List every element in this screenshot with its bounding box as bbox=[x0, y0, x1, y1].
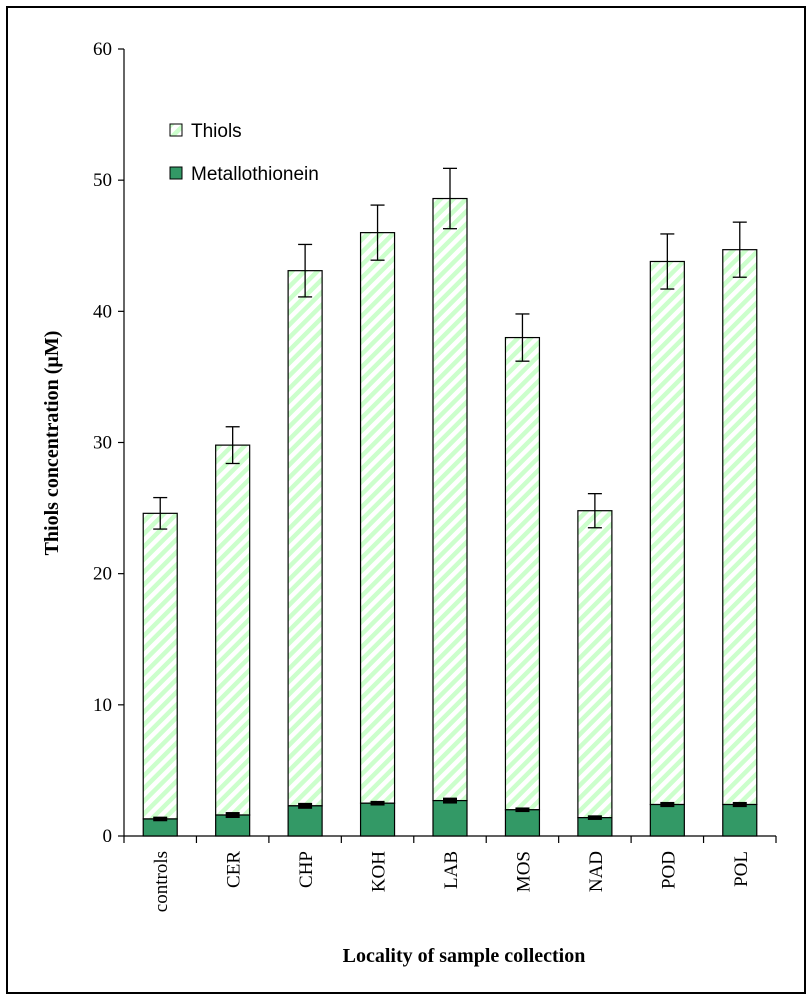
x-tick-label: CER bbox=[224, 851, 245, 888]
x-tick-label: controls bbox=[151, 851, 172, 912]
bar-thiols bbox=[504, 336, 541, 811]
y-tick-label: 60 bbox=[93, 39, 112, 60]
bar-metallothionein bbox=[359, 802, 396, 837]
legend-label: Thiols bbox=[191, 121, 242, 142]
error-bar-metallothionein bbox=[587, 815, 602, 820]
bar-metallothionein bbox=[287, 805, 323, 837]
y-tick-label: 30 bbox=[93, 433, 112, 454]
error-bar-metallothionein bbox=[153, 816, 168, 822]
legend-label: Metallothionein bbox=[191, 164, 319, 185]
bar-metallothionein bbox=[649, 803, 685, 837]
error-bar-metallothionein bbox=[370, 800, 385, 806]
x-tick-label: POL bbox=[731, 851, 752, 887]
x-tick-label: KOH bbox=[369, 851, 390, 892]
bar-metallothionein bbox=[577, 817, 613, 837]
x-tick-label: LAB bbox=[441, 851, 462, 889]
bar-thiols bbox=[215, 444, 251, 816]
x-tick-label: CHP bbox=[296, 851, 317, 888]
bar-thiols bbox=[432, 197, 468, 802]
bar-thiols bbox=[649, 260, 685, 806]
bar-metallothionein bbox=[432, 799, 468, 837]
y-tick-label: 40 bbox=[93, 301, 112, 322]
error-bar-metallothionein bbox=[515, 807, 530, 813]
error-bar-metallothionein bbox=[660, 801, 675, 808]
y-axis-title: Thiols concentration (µM) bbox=[41, 331, 63, 556]
y-tick-label: 50 bbox=[93, 170, 112, 191]
y-tick-label: 10 bbox=[93, 695, 112, 716]
x-tick-label: MOS bbox=[513, 851, 534, 892]
bar-metallothionein bbox=[504, 809, 541, 837]
bar-metallothionein bbox=[215, 814, 251, 837]
bar-thiols bbox=[359, 232, 396, 804]
error-bar-metallothionein bbox=[225, 812, 240, 818]
legend-swatch bbox=[169, 166, 183, 180]
error-bar-metallothionein bbox=[443, 797, 457, 804]
x-tick-label: POD bbox=[658, 851, 679, 889]
plot-area: 0 10 20 30 40 50 60 controls CER CHP KOH LAB MOS NAD P… bbox=[93, 39, 777, 912]
error-bar-metallothionein bbox=[298, 802, 313, 809]
y-tick-label: 0 bbox=[103, 826, 113, 847]
x-axis-title: Locality of sample collection bbox=[343, 945, 586, 967]
error-bar-metallothionein bbox=[732, 801, 747, 808]
bar-metallothionein bbox=[142, 818, 178, 837]
x-tick-label: NAD bbox=[586, 851, 607, 892]
y-tick-label: 20 bbox=[93, 564, 112, 585]
legend-swatch bbox=[169, 123, 183, 137]
bar-thiols bbox=[287, 270, 323, 807]
bar-thiols bbox=[722, 249, 758, 806]
bar-thiols bbox=[577, 510, 613, 819]
bar-metallothionein bbox=[722, 803, 758, 837]
bar-thiols bbox=[142, 512, 178, 820]
